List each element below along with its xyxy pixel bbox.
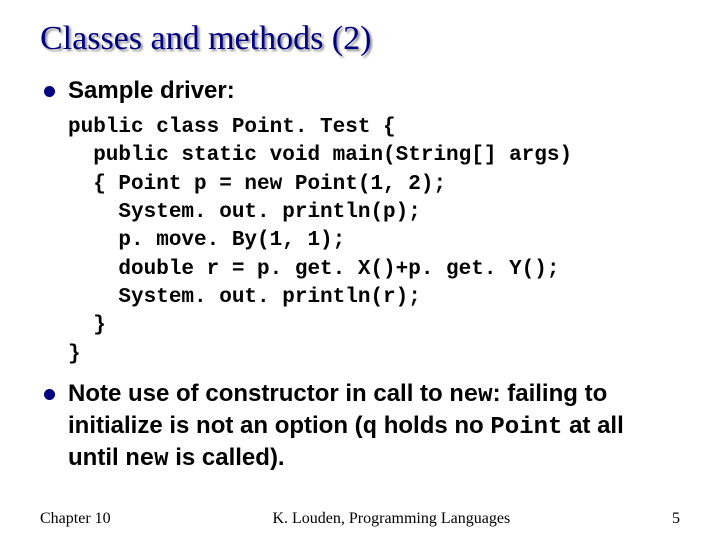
code-line: { Point p = new Point(1, 2); <box>68 173 446 196</box>
footer-chapter: Chapter 10 <box>40 510 111 528</box>
footer-author: K. Louden, Programming Languages <box>272 510 510 528</box>
code-line: } <box>68 314 106 337</box>
code-line: System. out. println(p); <box>68 201 421 224</box>
code-line: System. out. println(r); <box>68 286 421 309</box>
bullet-note: Note use of constructor in call to new: … <box>40 379 680 475</box>
bullet-list: Sample driver: <box>40 76 680 106</box>
code-line: p. move. By(1, 1); <box>68 229 345 252</box>
footer: Chapter 10 K. Louden, Programming Langua… <box>0 510 720 528</box>
note-keyword-new: new <box>449 382 492 409</box>
bullet-list-2: Note use of constructor in call to new: … <box>40 379 680 475</box>
code-line: } <box>68 343 81 366</box>
slide: Classes and methods (2) Sample driver: p… <box>0 0 720 540</box>
note-text: Note use of constructor in call to <box>68 380 449 407</box>
note-text: is called). <box>169 444 285 471</box>
code-line: double r = p. get. X()+p. get. Y(); <box>68 258 559 281</box>
footer-page-number: 5 <box>672 510 680 528</box>
slide-title: Classes and methods (2) <box>40 20 680 58</box>
note-keyword-new2: new <box>125 446 168 473</box>
bullet-sample-driver: Sample driver: <box>40 76 680 106</box>
code-block: public class Point. Test { public static… <box>68 114 680 369</box>
code-line: public class Point. Test { <box>68 116 396 139</box>
note-keyword-q: q <box>363 414 377 441</box>
note-keyword-point: Point <box>490 414 562 441</box>
note-text: holds no <box>377 412 490 439</box>
code-line: public static void main(String[] args) <box>68 144 572 167</box>
bullet-text: Sample driver: <box>68 77 235 104</box>
